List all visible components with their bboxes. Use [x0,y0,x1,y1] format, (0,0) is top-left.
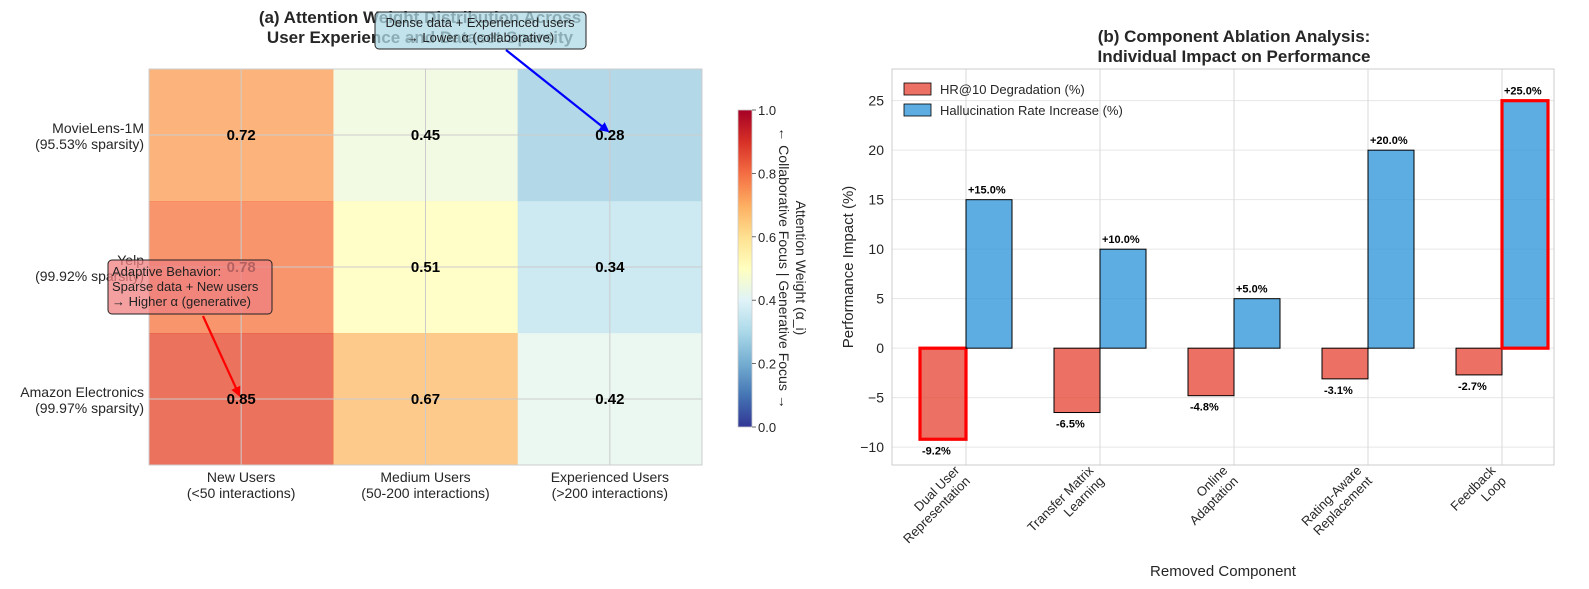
heatmap-value-r2-c1: 0.67 [411,391,440,408]
bar-y-tick-label: 0 [876,340,884,356]
bar-label-s1-2: +5.0% [1236,284,1268,296]
bar-s1-4 [1500,99,1550,350]
bar-s0-3 [1321,347,1369,380]
heatmap-col-label-2-line-1: (>200 interactions) [552,485,668,501]
bar-y-tick-label: −10 [860,439,884,455]
bar-label-s0-1: -6.5% [1056,419,1085,431]
colorbar-ticks: 0.0 0.2 0.4 0.6 0.8 1.0 [752,103,776,435]
heatmap-value-r0-c2: 0.28 [595,127,624,144]
annotation-1-line-0: Dense data + Experienced users [386,15,575,30]
bar-y-tick-label: 5 [876,291,884,307]
heatmap-col-label-0-line-0: New Users [207,469,275,485]
bar-y-tick-label: 15 [868,192,884,208]
bar-y-tick-label: −5 [868,390,884,406]
bar-label-s0-4: -2.7% [1458,381,1487,393]
colorbar-label: Attention Weight (α_i) [793,201,809,336]
bar-s1-2 [1233,298,1281,349]
annotation-arrow-1 [505,49,610,133]
bar-label-s0-2: -4.8% [1190,402,1219,414]
colorbar-tick-label: 0.8 [758,166,776,181]
colorbar-tick-label: 0.0 [758,420,776,435]
heatmap-col-label-2-line-0: Experienced Users [551,469,669,485]
heatmap-col-label-0-line-1: (<50 interactions) [187,485,296,501]
heatmap-annotations: Adaptive Behavior:Sparse data + New user… [107,11,610,397]
heatmap-value-r1-c1: 0.51 [411,259,440,276]
heatmap-col-labels: New Users(<50 interactions)Medium Users(… [187,469,669,501]
heatmap-value-r0-c0: 0.72 [227,127,256,144]
legend-label-0: HR@10 Degradation (%) [940,82,1085,97]
bars [918,99,1550,441]
colorbar [737,109,753,428]
colorbar-tick-label: 0.2 [758,357,776,372]
annotation-box-1 [374,11,587,50]
bar-label-s0-0: -9.2% [922,445,951,457]
bar-title-line-1: (b) Component Ablation Analysis: [1098,27,1371,46]
heatmap-value-r2-c2: 0.42 [595,391,624,408]
colorbar-tick-label: 0.4 [758,293,776,308]
bar-value-labels: -9.2% -6.5% -4.8% -3.1% -2.7% +15.0% +10.0% +5.… [922,86,1542,458]
heatmap-value-r2-c0: 0.85 [227,391,256,408]
bar-y-tick-label: 10 [868,241,884,257]
bar-y-tick-label: 25 [868,93,884,109]
heatmap-panel: (a) Attention Weight Distribution Across… [20,8,809,501]
heatmap-row-label-2-line-0: Amazon Electronics [20,384,144,400]
bar-x-axis-label: Removed Component [1150,563,1297,580]
annotation-arrow-0 [201,315,241,397]
bar-label-s0-3: -3.1% [1324,385,1353,397]
colorbar-tick-label: 1.0 [758,103,776,118]
bar-s1-3 [1367,149,1415,349]
colorbar-sublabel: ← Collaborative Focus | Generative Focus… [776,127,792,408]
heatmap-col-label-1-line-0: Medium Users [380,469,470,485]
annotation-0-line-2: → Higher α (generative) [112,294,251,309]
bar-legend: HR@10 Degradation (%) Hallucination Rate … [903,82,1123,118]
bar-label-s1-3: +20.0% [1370,135,1408,147]
bar-s1-1 [1099,248,1147,349]
annotation-0-line-1: Sparse data + New users [112,279,259,294]
legend-swatch-1 [903,103,932,117]
heatmap-value-r0-c1: 0.45 [411,127,440,144]
bar-y-axis-label: Performance Impact (%) [840,186,857,349]
bar-axes-frame [891,68,1555,466]
heatmap-row-label-0-line-0: MovieLens-1M [52,120,144,136]
colorbar-tick-label: 0.6 [758,230,776,245]
bar-s0-1 [1053,347,1101,414]
bar-y-ticks: −10 −5 0 5 10 15 20 25 [860,93,884,455]
bar-label-s1-0: +15.0% [968,185,1006,197]
bar-s0-2 [1187,347,1235,397]
bar-s0-4 [1455,347,1503,376]
legend-label-1: Hallucination Rate Increase (%) [940,103,1123,118]
bar-s1-0 [965,199,1013,349]
annotation-box-0 [107,259,273,315]
heatmap-row-labels: MovieLens-1M(95.53% sparsity)Yelp(99.92%… [20,120,144,416]
heatmap-col-label-1-line-1: (50-200 interactions) [361,485,489,501]
annotation-0-line-0: Adaptive Behavior: [112,264,221,279]
heatmap-row-label-2-line-1: (99.97% sparsity) [35,400,144,416]
bar-y-tick-label: 20 [868,142,884,158]
annotation-1-line-1: → Lower α (collaborative) [406,30,554,45]
ablation-panel: (b) Component Ablation Analysis: Individ… [840,27,1555,580]
heatmap-row-label-0-line-1: (95.53% sparsity) [35,136,144,152]
legend-swatch-0 [903,82,932,96]
bar-label-s1-1: +10.0% [1102,234,1140,246]
bar-title-line-2: Individual Impact on Performance [1097,47,1370,66]
heatmap-value-r1-c2: 0.34 [595,259,625,276]
bar-s0-0 [918,346,968,441]
bar-label-s1-4: +25.0% [1504,86,1542,98]
